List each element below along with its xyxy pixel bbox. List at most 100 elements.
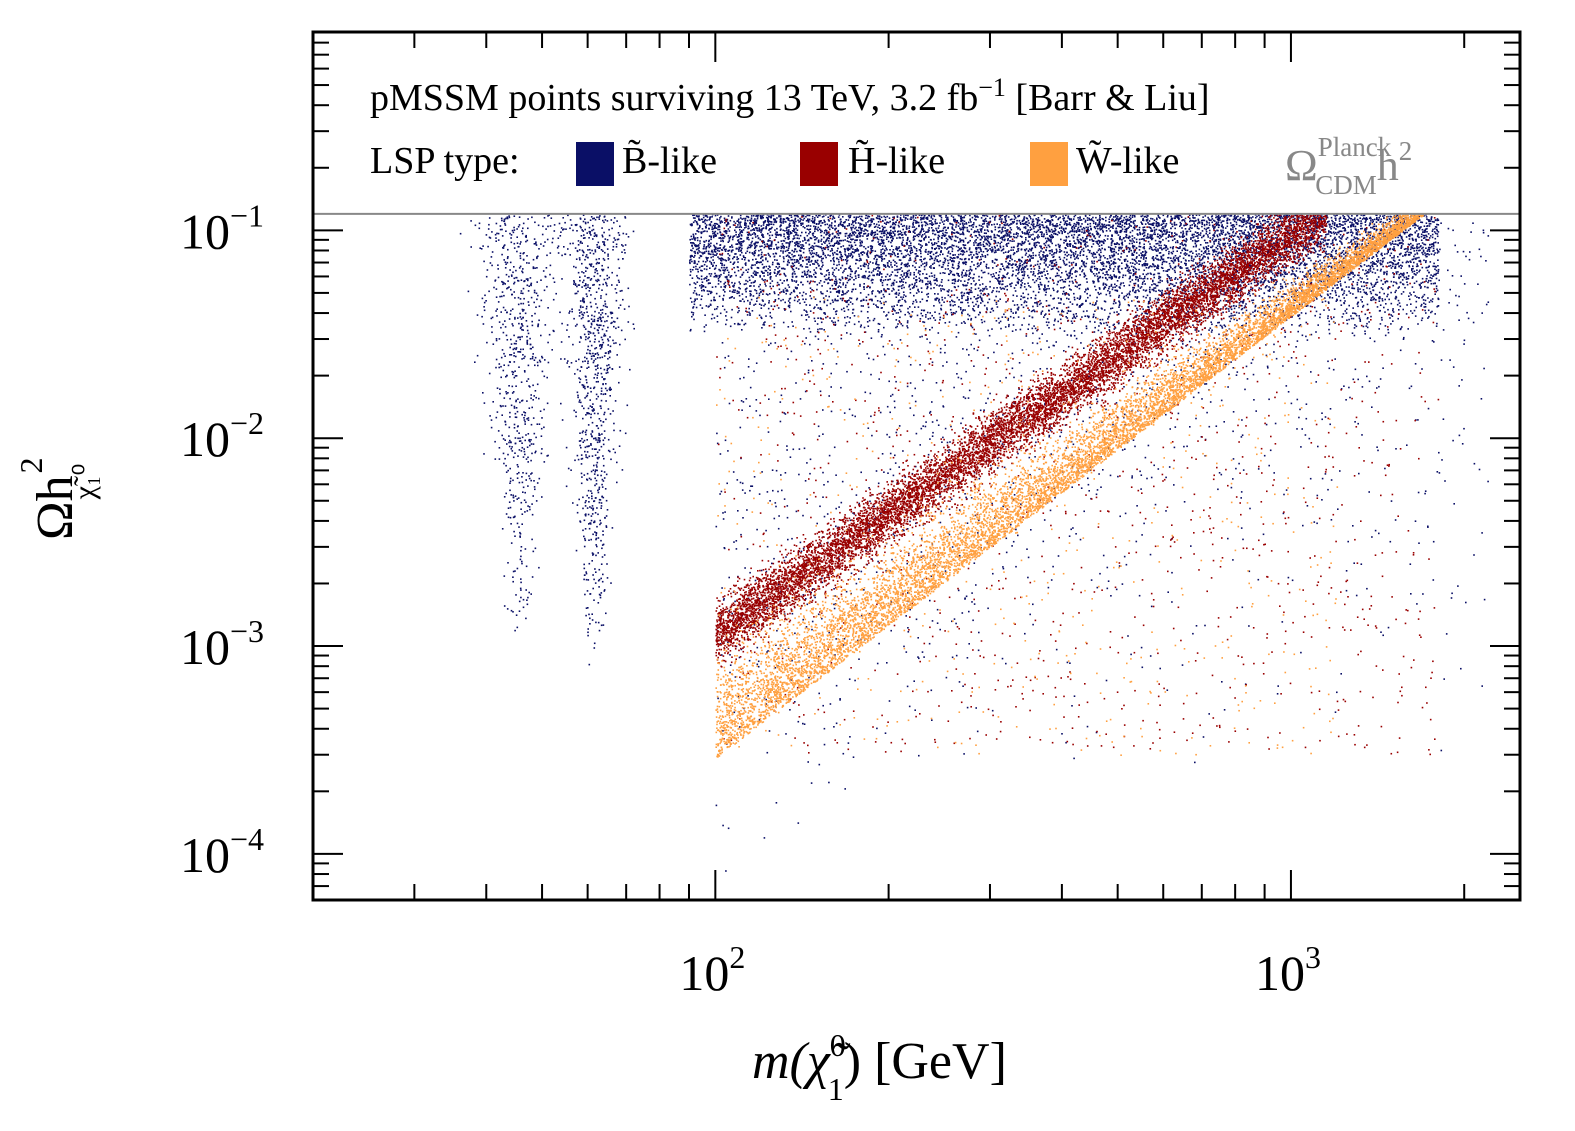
point-bino <box>547 226 549 228</box>
point-bino <box>618 281 620 283</box>
point-bino <box>496 308 498 310</box>
point-bino <box>534 365 536 367</box>
point-bino <box>504 355 506 357</box>
point-bino <box>602 574 604 576</box>
point-bino <box>592 588 594 590</box>
point-bino <box>580 447 582 449</box>
point-bino <box>509 501 511 503</box>
point-bino <box>519 339 521 341</box>
point-bino <box>597 318 599 320</box>
point-bino <box>581 473 583 475</box>
point-bino <box>523 411 525 413</box>
point-bino <box>532 356 534 358</box>
point-bino <box>534 313 536 315</box>
point-bino <box>521 523 523 525</box>
point-bino <box>605 383 607 385</box>
point-bino <box>482 298 484 300</box>
point-bino <box>602 236 604 238</box>
point-bino <box>515 416 517 418</box>
point-bino <box>597 413 599 415</box>
point-bino <box>537 482 539 484</box>
point-bino <box>491 332 493 334</box>
point-bino <box>546 377 548 379</box>
point-bino <box>524 423 526 425</box>
point-bino <box>512 576 514 578</box>
point-bino <box>591 315 593 317</box>
point-bino <box>582 418 584 420</box>
point-bino <box>629 369 631 371</box>
point-bino <box>515 385 517 387</box>
point-bino <box>514 343 516 345</box>
point-bino <box>518 323 520 325</box>
point-bino <box>531 472 533 474</box>
point-bino <box>591 324 593 326</box>
point-bino <box>594 311 596 313</box>
point-bino <box>497 387 499 389</box>
point-bino <box>527 604 529 606</box>
point-bino <box>564 358 566 360</box>
point-bino <box>516 614 518 616</box>
point-bino <box>528 378 530 380</box>
point-bino <box>506 471 508 473</box>
point-bino <box>621 244 623 246</box>
point-bino <box>554 230 556 232</box>
point-bino <box>605 306 607 308</box>
point-bino <box>601 484 603 486</box>
point-bino <box>516 236 518 238</box>
point-bino <box>575 325 577 327</box>
point-bino <box>498 239 500 241</box>
point-bino <box>561 278 563 280</box>
point-bino <box>592 238 594 240</box>
point-bino <box>597 307 599 309</box>
point-bino <box>510 289 512 291</box>
point-bino <box>528 262 530 264</box>
point-bino <box>544 461 546 463</box>
point-bino <box>600 393 602 395</box>
point-bino <box>598 242 600 244</box>
point-bino <box>610 351 612 353</box>
point-bino <box>509 427 511 429</box>
point-bino <box>501 218 503 220</box>
point-bino <box>523 607 525 609</box>
point-bino <box>582 441 584 443</box>
point-bino <box>518 472 520 474</box>
point-bino <box>579 341 581 343</box>
point-bino <box>593 284 595 286</box>
point-bino <box>540 361 542 363</box>
point-bino <box>578 272 580 274</box>
point-bino <box>590 387 592 389</box>
point-bino <box>543 245 545 247</box>
point-bino <box>571 362 573 364</box>
point-bino <box>553 278 555 280</box>
point-bino <box>534 359 536 361</box>
point-bino <box>581 318 583 320</box>
point-bino <box>520 589 522 591</box>
point-bino <box>628 288 630 290</box>
point-bino <box>520 258 522 260</box>
point-bino <box>532 325 534 327</box>
point-bino <box>548 362 550 364</box>
point-bino <box>599 284 601 286</box>
point-bino <box>595 469 597 471</box>
point-bino <box>486 342 488 344</box>
point-bino <box>561 227 563 229</box>
point-bino <box>584 360 586 362</box>
point-bino <box>601 592 603 594</box>
point-bino <box>594 272 596 274</box>
point-bino <box>503 246 505 248</box>
point-bino <box>597 381 599 383</box>
point-bino <box>503 332 505 334</box>
point-bino <box>597 462 599 464</box>
point-bino <box>491 265 493 267</box>
point-bino <box>584 546 586 548</box>
point-bino <box>537 384 539 386</box>
point-bino <box>509 354 511 356</box>
point-bino <box>533 259 535 261</box>
point-bino <box>530 460 532 462</box>
point-bino <box>591 358 593 360</box>
point-bino <box>522 325 524 327</box>
point-bino <box>595 303 597 305</box>
point-bino <box>529 386 531 388</box>
point-bino <box>609 235 611 237</box>
point-bino <box>588 424 590 426</box>
